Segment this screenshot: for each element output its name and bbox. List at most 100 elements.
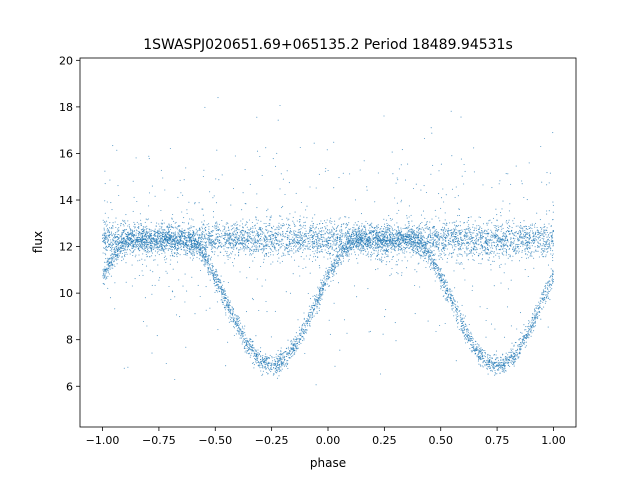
- scatter-point: [482, 247, 484, 249]
- scatter-point: [213, 239, 215, 241]
- scatter-point: [122, 220, 124, 222]
- scatter-point: [451, 188, 454, 190]
- scatter-point: [418, 224, 420, 226]
- scatter-point: [169, 147, 171, 150]
- scatter-point: [172, 235, 174, 237]
- scatter-point: [277, 355, 279, 357]
- scatter-point: [377, 249, 380, 251]
- scatter-point: [537, 312, 539, 314]
- scatter-point: [410, 256, 412, 258]
- scatter-point: [463, 235, 465, 237]
- scatter-point: [250, 254, 253, 256]
- scatter-point: [254, 256, 256, 259]
- scatter-point: [515, 354, 517, 356]
- scatter-point: [263, 237, 265, 239]
- scatter-point: [463, 183, 465, 185]
- scatter-point: [190, 248, 192, 251]
- scatter-point: [154, 255, 156, 257]
- scatter-point: [507, 221, 509, 223]
- scatter-point: [519, 226, 521, 228]
- scatter-point: [309, 320, 311, 322]
- scatter-point: [106, 220, 108, 222]
- scatter-point: [516, 354, 518, 356]
- scatter-point: [153, 259, 155, 261]
- scatter-point: [444, 254, 446, 256]
- scatter-point: [539, 297, 541, 299]
- scatter-point: [445, 236, 447, 239]
- scatter-point: [138, 274, 140, 277]
- scatter-point: [238, 249, 240, 251]
- scatter-point: [323, 230, 325, 232]
- scatter-point: [219, 279, 221, 281]
- scatter-point: [537, 313, 539, 315]
- scatter-point: [278, 370, 281, 372]
- scatter-point: [190, 252, 192, 254]
- scatter-point: [323, 285, 325, 288]
- scatter-point: [474, 253, 476, 255]
- scatter-point: [147, 235, 149, 237]
- scatter-point: [413, 225, 415, 227]
- scatter-point: [441, 275, 443, 277]
- scatter-point: [470, 231, 472, 234]
- scatter-point: [357, 230, 359, 232]
- scatter-point: [501, 241, 503, 243]
- scatter-point: [330, 261, 332, 263]
- scatter-point: [544, 297, 546, 299]
- scatter-point: [324, 249, 326, 251]
- scatter-point: [193, 231, 195, 233]
- scatter-point: [186, 231, 188, 233]
- scatter-point: [218, 281, 220, 283]
- scatter-point: [527, 333, 529, 335]
- scatter-point: [478, 358, 480, 360]
- scatter-point: [171, 239, 173, 241]
- scatter-point: [345, 244, 347, 246]
- scatter-point: [473, 259, 475, 261]
- scatter-point: [214, 224, 216, 226]
- scatter-point: [329, 246, 331, 248]
- scatter-point: [314, 228, 316, 230]
- scatter-point: [363, 234, 365, 236]
- scatter-point: [435, 271, 437, 273]
- scatter-point: [279, 353, 281, 355]
- scatter-point: [486, 239, 488, 241]
- scatter-point: [168, 285, 170, 288]
- scatter-point: [236, 227, 239, 229]
- scatter-point: [127, 366, 129, 368]
- scatter-point: [475, 343, 477, 345]
- scatter-point: [293, 348, 295, 350]
- scatter-point: [102, 270, 105, 272]
- scatter-point: [214, 285, 216, 287]
- scatter-point: [227, 341, 229, 343]
- scatter-point: [125, 249, 127, 251]
- scatter-point: [230, 242, 233, 244]
- scatter-point: [205, 256, 207, 258]
- scatter-point: [458, 253, 460, 255]
- scatter-point: [514, 356, 516, 358]
- scatter-point: [477, 234, 479, 236]
- scatter-point: [535, 231, 537, 233]
- scatter-point: [495, 249, 497, 251]
- scatter-point: [376, 244, 378, 246]
- scatter-point: [426, 228, 429, 230]
- scatter-point: [249, 249, 251, 251]
- scatter-point: [309, 232, 311, 234]
- scatter-point: [528, 240, 530, 242]
- scatter-point: [208, 223, 210, 225]
- scatter-point: [203, 257, 205, 259]
- scatter-point: [480, 347, 482, 349]
- scatter-point: [346, 243, 348, 245]
- scatter-point: [528, 330, 530, 332]
- scatter-point: [425, 191, 428, 194]
- scatter-point: [158, 249, 160, 251]
- scatter-point: [446, 298, 449, 300]
- scatter-point: [233, 235, 235, 237]
- scatter-point: [323, 237, 325, 239]
- scatter-point: [373, 252, 375, 254]
- scatter-point: [172, 238, 174, 240]
- scatter-point: [312, 247, 314, 250]
- scatter-point: [509, 233, 511, 235]
- scatter-point: [527, 250, 529, 252]
- scatter-point: [312, 231, 314, 233]
- scatter-point: [463, 326, 465, 328]
- scatter-point: [362, 241, 364, 243]
